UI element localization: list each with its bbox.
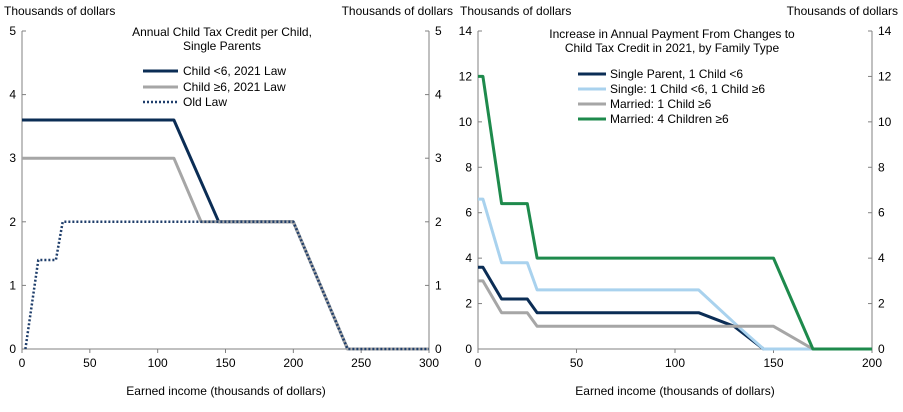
right-chart-x-tick-label: 200 (862, 356, 882, 370)
left-chart-title: Annual Child Tax Credit per Child, (132, 25, 312, 39)
right-chart-y-tick-label-right: 2 (878, 297, 885, 311)
right-chart-y-tick-label-right: 4 (878, 251, 885, 265)
right-chart-y-tick-label-left: 8 (465, 160, 472, 174)
left-chart-y-tick-label-left: 5 (9, 24, 16, 38)
right-chart-unit-left: Thousands of dollars (460, 4, 571, 18)
right-chart-y-tick-label-right: 14 (878, 24, 892, 38)
right-chart-y-tick-label-left: 2 (465, 297, 472, 311)
left-chart-y-tick-label-right: 1 (435, 278, 442, 292)
right-chart-y-tick-label-right: 10 (878, 115, 892, 129)
left-chart-series-child-6-2021-law (22, 156, 429, 351)
right-chart-x-tick-label: 50 (570, 356, 584, 370)
right-chart-x-tick-label: 0 (475, 356, 482, 370)
right-chart-y-tick-label-right: 0 (878, 342, 885, 356)
left-chart-axes: 0 01 12 23 34 45 50 50 100 150 200 250 300 (9, 24, 442, 370)
left-chart-x-tick-label: 200 (283, 356, 303, 370)
right-chart-subtitle: Child Tax Credit in 2021, by Family Type (565, 41, 780, 55)
left-chart-y-tick-label-left: 3 (9, 151, 16, 165)
right-chart-y-tick-label-right: 8 (878, 160, 885, 174)
left-chart-x-tick-label: 300 (419, 356, 439, 370)
legend-label-married-1-child: Married: 1 Child ≥6 (610, 97, 712, 111)
right-chart-x-tick-label: 100 (665, 356, 685, 370)
right-chart-legend: Single Parent, 1 Child <6 Single: 1 Chil… (578, 67, 765, 126)
left-chart-x-axis-label: Earned income (thousands of dollars) (126, 384, 325, 398)
legend-label-child-6plus-2021: Child ≥6, 2021 Law (183, 80, 286, 94)
left-chart-series-child-6-2021-law (22, 118, 429, 351)
legend-label-child-under6-2021: Child <6, 2021 Law (183, 64, 286, 78)
left-chart-y-tick-label-right: 3 (435, 151, 442, 165)
left-chart-y-tick-label-left: 0 (9, 342, 16, 356)
right-chart-title: Increase in Annual Payment From Changes … (549, 27, 795, 41)
right-chart-series-single-1-child-6-1-child-6 (478, 197, 872, 351)
right-chart-series-married-1-child-6 (478, 279, 872, 351)
left-chart-y-tick-label-left: 4 (9, 88, 16, 102)
right-chart-x-tick-label: 150 (763, 356, 783, 370)
left-chart-y-tick-label-right: 4 (435, 88, 442, 102)
left-chart-x-tick-label: 150 (215, 356, 235, 370)
left-chart-y-tick-label-right: 5 (435, 24, 442, 38)
right-chart-series-married-4-children-6 (478, 74, 872, 351)
left-chart-y-tick-label-right: 2 (435, 215, 442, 229)
right-chart-series (478, 74, 872, 351)
right-chart-x-axis-label: Earned income (thousands of dollars) (575, 384, 774, 398)
left-chart-x-tick-label: 100 (148, 356, 168, 370)
right-chart-unit-right: Thousands of dollars (787, 4, 898, 18)
right-chart-y-tick-label-right: 12 (878, 69, 892, 83)
left-chart-unit-left: Thousands of dollars (4, 4, 115, 18)
right-chart: Thousands of dollars Thousands of dollar… (459, 4, 898, 398)
left-chart-x-tick-label: 0 (19, 356, 26, 370)
right-chart-y-tick-label-left: 6 (465, 206, 472, 220)
left-chart-x-tick-label: 250 (351, 356, 371, 370)
left-chart-legend: Child <6, 2021 Law Child ≥6, 2021 Law Ol… (143, 64, 286, 109)
left-chart-subtitle: Single Parents (183, 39, 261, 53)
right-chart-series-single-parent-1-child-6 (478, 265, 872, 351)
left-chart-y-tick-label-right: 0 (435, 342, 442, 356)
right-chart-y-tick-label-left: 10 (459, 115, 473, 129)
left-chart-y-tick-label-left: 2 (9, 215, 16, 229)
legend-label-old-law: Old Law (183, 95, 227, 109)
right-chart-y-tick-label-left: 14 (459, 24, 473, 38)
left-chart: Thousands of dollars Thousands of dollar… (4, 4, 453, 398)
right-chart-y-tick-label-left: 0 (465, 342, 472, 356)
left-chart-y-tick-label-left: 1 (9, 278, 16, 292)
left-chart-series (22, 118, 429, 351)
right-chart-y-tick-label-left: 4 (465, 251, 472, 265)
right-chart-y-tick-label-left: 12 (459, 69, 473, 83)
left-chart-series-old-law (24, 220, 429, 351)
right-chart-y-tick-label-right: 6 (878, 206, 885, 220)
left-chart-unit-right: Thousands of dollars (342, 4, 453, 18)
legend-label-single-parent-1-child: Single Parent, 1 Child <6 (610, 67, 743, 81)
left-chart-x-tick-label: 50 (83, 356, 97, 370)
legend-label-single-2-children: Single: 1 Child <6, 1 Child ≥6 (610, 82, 765, 96)
legend-label-married-4-children: Married: 4 Children ≥6 (610, 112, 729, 126)
